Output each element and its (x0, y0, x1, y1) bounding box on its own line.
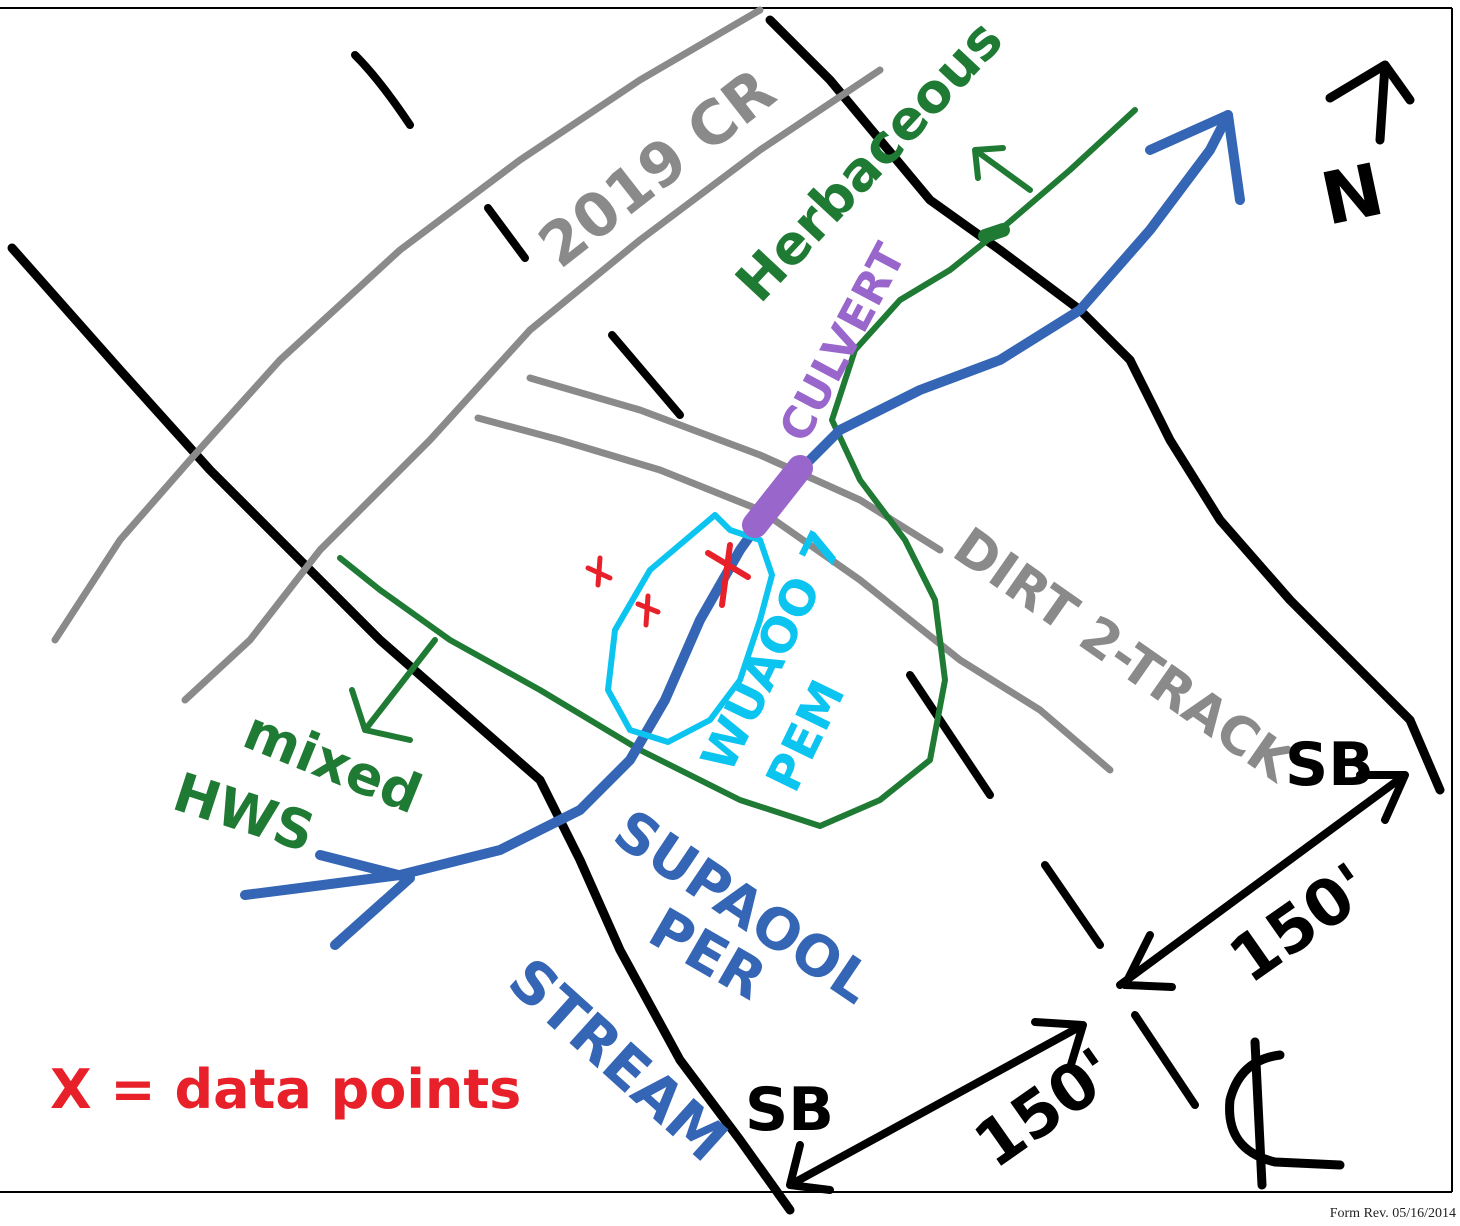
centerline-dash-1 (351, 51, 414, 129)
mixed-arrow (349, 637, 438, 743)
label-centerline: CL (1300, 1129, 1302, 1131)
label-sb-bottom: SB (745, 1075, 834, 1145)
label-north: N (1314, 147, 1390, 242)
road-cr2019-south-edge (181, 66, 884, 704)
centerline-dash-5 (1041, 861, 1104, 949)
data-point-secondary-2 (635, 593, 661, 628)
wetland-pem-outline (605, 512, 775, 745)
legend-data-points: X = data points (50, 1058, 521, 1121)
north-arrow-icon (1325, 60, 1415, 145)
road-cr2019-north-edge (51, 6, 764, 644)
vegetation-boundary-herbaceous (337, 107, 1138, 829)
boundary-line-east (765, 15, 1445, 795)
distance-arrow-east (1116, 771, 1409, 991)
distance-arrow-south (786, 1018, 1087, 1194)
data-point-primary (705, 542, 751, 608)
stream-arrow-inflow (315, 850, 415, 950)
label-sb-right: SB (1285, 730, 1374, 800)
data-point-secondary-1 (585, 555, 613, 588)
centerline-dash-3 (608, 331, 684, 419)
dirt-track-south-edge (474, 414, 1114, 774)
herbaceous-arrow (972, 145, 1033, 193)
dirt-track-north-edge (526, 374, 944, 554)
centerline-dash-6 (1131, 1011, 1199, 1109)
centerline-dash-2 (484, 204, 529, 262)
culvert-marker (742, 455, 813, 538)
label-distance-east: 150' (1217, 850, 1385, 998)
form-revision: Form Rev. 05/16/2014 (1329, 1206, 1456, 1221)
label-distance-south: 150' (962, 1035, 1130, 1183)
green-node (978, 223, 1010, 243)
stream-arrow-upstream (1145, 110, 1245, 205)
stream-channel (240, 110, 1233, 900)
centerline-symbol-icon (1225, 1037, 1345, 1190)
centerline-dash-4 (906, 671, 994, 799)
